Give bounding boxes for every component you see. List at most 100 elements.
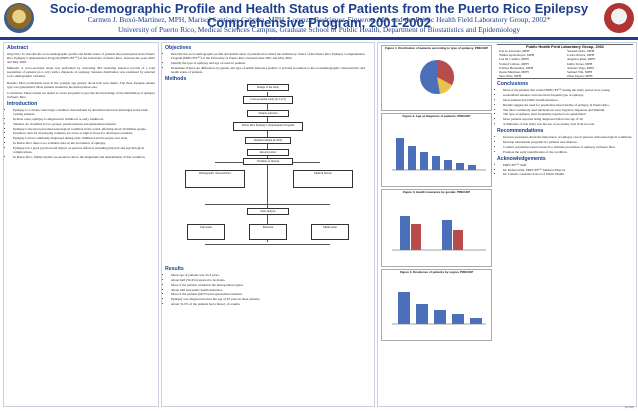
flow-step-record-review: Record review xyxy=(247,149,289,157)
right-text-column: Public Health Field Laboratory Group, 20… xyxy=(494,43,636,343)
recommendation-item: Promote the early identification of the … xyxy=(503,150,633,154)
figure-2: Figure 2. Age at diagnosis of patients, … xyxy=(381,113,492,187)
introduction-item: In Puerto Rico, family studies are neede… xyxy=(13,155,155,159)
recommendation-item: Increase awareness about the importance … xyxy=(503,135,633,139)
bar xyxy=(400,216,410,251)
figure-stack: Figure 1. Distribution of patients accor… xyxy=(378,43,494,343)
flow-step-design: Design of the study xyxy=(247,84,289,92)
figure-4-title: Figure 4. Residence of patients by regio… xyxy=(399,270,474,274)
flow-step-random-sample: Random sample (n=393) xyxy=(245,137,291,145)
school-logo-icon xyxy=(604,3,634,33)
bar xyxy=(452,314,464,325)
lab-member: Samuel Vilá, MPH xyxy=(567,70,592,75)
conclusion-item: Most patients had public health insuranc… xyxy=(503,98,633,102)
pie-slice xyxy=(437,60,454,86)
bar xyxy=(456,163,464,171)
lab-member: Yulitsa Ayala Reyes, MPH xyxy=(499,53,535,58)
flow-step-bivariate: Bivariate xyxy=(249,224,287,241)
results-figures-and-team: Figure 1. Distribution of patients accor… xyxy=(378,43,636,343)
abstract-paragraph: Results: Most participants were in the y… xyxy=(7,80,155,89)
results-heading: Results xyxy=(165,266,184,273)
flow-step-multivariate: Multivariate xyxy=(311,224,349,241)
figure-4-bars xyxy=(392,292,486,325)
flow-step-data-analysis: Data analysis xyxy=(247,208,289,216)
lab-member: Ivis A. Alvarado, MPH xyxy=(499,49,530,53)
introduction-heading: Introduction xyxy=(7,100,38,107)
abstract-paragraph: Objective: To describe the socio-demogra… xyxy=(7,52,155,65)
objective-item: Identify the type of epilepsy and age of… xyxy=(171,61,371,65)
bar xyxy=(453,230,463,251)
introduction-item: In Puerto Rico there is no available dat… xyxy=(13,141,155,145)
lab-member: Luz M. Castillo, MPH xyxy=(499,57,529,62)
flow-step-medical-history: Medical history xyxy=(293,170,353,189)
acknowledgements-heading: Acknowledgements xyxy=(497,155,546,162)
bar xyxy=(468,165,476,171)
figure-1-title: Figure 1. Distribution of patients accor… xyxy=(384,46,489,50)
results-item: About 31.0% of the patients had a histor… xyxy=(171,302,371,306)
introduction-item: In most cases, epilepsy is diagnosed in … xyxy=(13,117,155,121)
lab-group-heading: Public Health Field Laboratory Group, 20… xyxy=(526,45,604,49)
figure-3-bars xyxy=(392,216,486,251)
results-item: Most of the patients resided in the metr… xyxy=(171,283,371,287)
bar xyxy=(416,304,428,325)
bar xyxy=(408,146,416,171)
recommendation-item: Conduct population-based research to est… xyxy=(503,145,633,149)
figure-1-pie xyxy=(420,60,454,95)
bar xyxy=(470,318,482,325)
column-left: Abstract Objective: To describe the soci… xyxy=(3,42,159,407)
lab-group-box: Public Health Field Laboratory Group, 20… xyxy=(497,44,633,80)
bar xyxy=(442,220,452,251)
poster-header: Socio-demographic Profile and Health Sta… xyxy=(0,0,638,37)
column-middle: Objectives Describe the socio-demographi… xyxy=(161,42,375,407)
results-item: Mean age of patients was 25.3 years. xyxy=(171,273,371,277)
lab-member: Adriana Vega, MPH xyxy=(567,65,594,70)
objectives-heading: Objectives xyxy=(165,45,192,51)
acknowledgement-item: PREC/EP™ Staff xyxy=(503,163,633,167)
figure-2-title: Figure 2. Age at diagnosis of patients, … xyxy=(402,114,471,118)
objective-item: Determine if there are differences by ge… xyxy=(171,66,371,74)
lab-member: Carlos Rivera, MPH xyxy=(567,53,595,58)
flow-step-variables: Variables of interest xyxy=(243,158,293,166)
bar xyxy=(432,156,440,171)
conclusion-item: Most of the patients that visited PREC/E… xyxy=(503,88,633,92)
column-right: Figure 1. Distribution of patients accor… xyxy=(377,42,637,407)
bar xyxy=(396,138,404,171)
figure-4: Figure 4. Residence of patients by regio… xyxy=(381,269,492,341)
conclusion-item: Generalized seizures were the most frequ… xyxy=(503,93,633,97)
lab-member: Yessenia Rios, MPH xyxy=(567,49,595,53)
conclusion-item: The type of epilepsy most frequently rep… xyxy=(503,112,633,116)
objectives-list: Describe the socio-demographic profile a… xyxy=(165,52,371,74)
objective-item: Describe the socio-demographic profile a… xyxy=(171,52,371,60)
recommendations-heading: Recommendations xyxy=(497,128,544,135)
introduction-item: Epilepsy is most commonly diagnosed duri… xyxy=(13,136,155,140)
flow-step-univariate: Univariate xyxy=(187,224,225,241)
bar xyxy=(398,292,410,325)
results-item: About half had public health insurance. xyxy=(171,288,371,292)
flow-connector xyxy=(205,204,330,205)
figure-1: Figure 1. Distribution of patients accor… xyxy=(381,45,492,111)
recommendation-item: Develop educational programs for patient… xyxy=(503,140,633,144)
introduction-list: Epilepsy is a chronic neurologic conditi… xyxy=(7,108,155,159)
acknowledgements-list: PREC/EP™ Staff Dr. Rafael Ortiz, PREC/EP… xyxy=(497,163,633,177)
lab-member: Sara Ortiz, MPH xyxy=(499,74,522,79)
poster-title: Socio-demographic Profile and Health Sta… xyxy=(49,1,589,30)
lab-member: Ivelisse Hernandez, MPH xyxy=(499,65,533,70)
pie-slice xyxy=(437,77,452,95)
bar xyxy=(420,152,428,171)
recommendations-list: Increase awareness about the importance … xyxy=(497,135,633,154)
lab-member: Angelica Ruiz, MPH xyxy=(567,57,595,62)
abstract-body: Objective: To describe the socio-demogra… xyxy=(4,52,158,99)
poster-affiliation: University of Puerto Rico, Medical Scien… xyxy=(117,25,521,34)
bar xyxy=(434,310,446,325)
bar xyxy=(411,224,421,251)
introduction-item: Incidence rates for developing countries… xyxy=(13,131,155,135)
flow-step-program: Puerto Rico Epilepsy Comprehensive Progr… xyxy=(233,122,303,132)
lab-member: Yomari Collazo, MPH xyxy=(499,61,529,66)
figure-3-title: Figure 3. Health insurance by gender, PR… xyxy=(402,190,471,194)
conclusion-item: Results suggest the need for population-… xyxy=(503,103,633,107)
poster-footnote: *(n=393) xyxy=(623,406,634,409)
introduction-item: Epilepsy is a chronic neurologic conditi… xyxy=(13,108,155,116)
results-list: Mean age of patients was 25.3 years. Abo… xyxy=(165,273,371,306)
bar xyxy=(444,160,452,171)
conclusion-item: More patients reported being diagnosed b… xyxy=(503,117,633,121)
